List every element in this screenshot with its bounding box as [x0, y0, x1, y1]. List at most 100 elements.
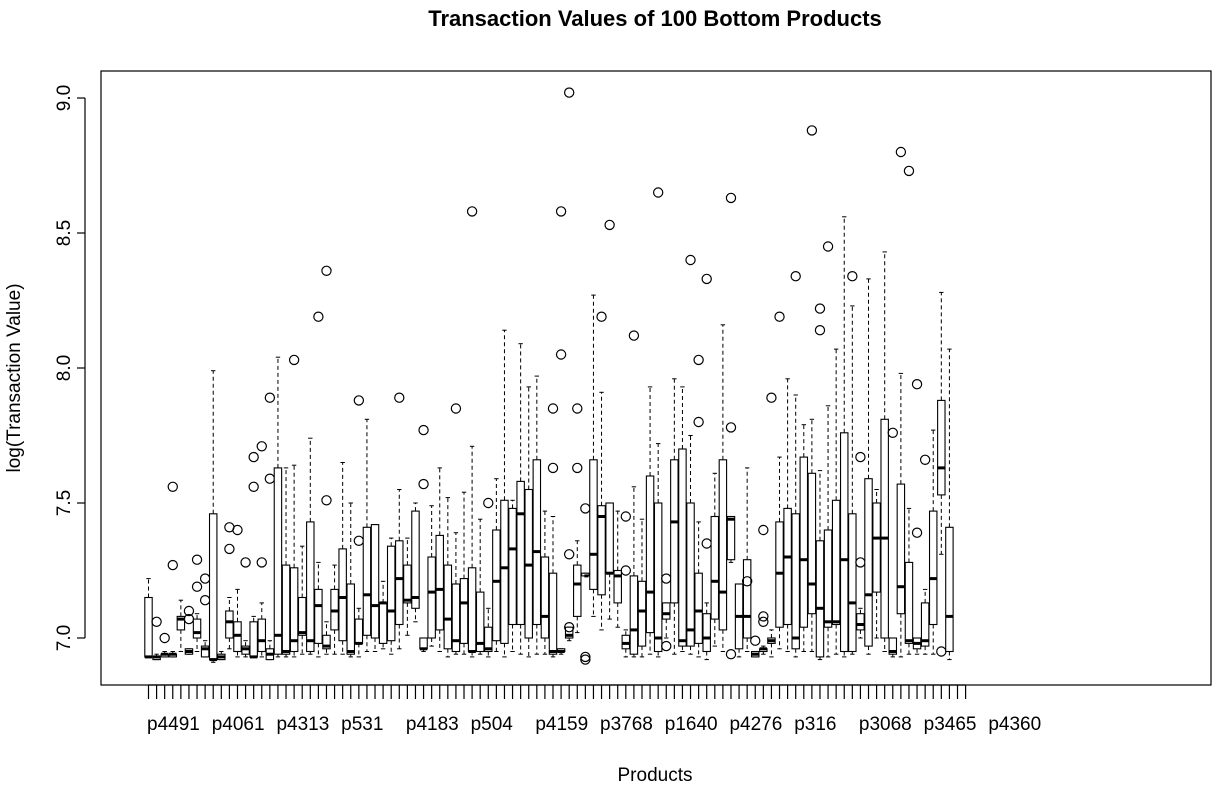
x-tick-label: p531 — [341, 714, 383, 735]
box — [555, 206, 567, 655]
box — [435, 467, 444, 652]
outlier-point — [652, 187, 664, 198]
box-rect — [564, 626, 574, 639]
outlier-point — [725, 649, 737, 660]
outlier-point — [199, 595, 211, 606]
box — [613, 510, 622, 628]
outlier-point — [167, 559, 178, 571]
box — [540, 510, 550, 655]
box-rect — [629, 575, 639, 655]
outlier-point — [620, 565, 632, 576]
box — [872, 489, 881, 639]
outlier-point — [911, 527, 923, 538]
box — [159, 632, 170, 658]
box-rect — [823, 529, 833, 628]
outlier-point — [725, 192, 737, 204]
outlier-point — [240, 557, 251, 568]
outlier-point — [774, 311, 785, 322]
outlier-point — [321, 265, 332, 276]
box — [516, 343, 525, 655]
box — [273, 356, 283, 658]
box — [264, 392, 276, 661]
box — [370, 524, 380, 652]
box-rect — [362, 526, 372, 636]
box-rect — [176, 615, 186, 631]
outlier-point — [248, 451, 259, 463]
box-rect — [597, 505, 606, 596]
box — [411, 502, 420, 623]
box-rect — [637, 580, 647, 647]
box-rect — [451, 583, 461, 653]
box — [144, 578, 153, 659]
box-rect — [338, 548, 347, 642]
box — [524, 386, 533, 658]
box-rect — [945, 526, 954, 653]
box-rect — [928, 510, 938, 626]
box-rect — [831, 499, 841, 626]
box-rect — [500, 499, 509, 644]
box-rect — [856, 613, 865, 631]
outlier-point — [248, 481, 259, 492]
x-tick-label: p3068 — [859, 714, 912, 735]
box-rect — [605, 502, 614, 574]
box — [864, 278, 873, 655]
box-rect — [783, 507, 792, 626]
box — [839, 216, 849, 658]
box — [191, 554, 203, 652]
outlier-point — [418, 478, 429, 490]
box-rect — [475, 591, 485, 653]
box-rect — [443, 564, 453, 650]
outlier-point — [847, 271, 858, 282]
box — [321, 265, 332, 655]
outlier-point — [232, 524, 243, 536]
box-rect — [435, 534, 444, 631]
box — [288, 354, 300, 658]
box — [710, 472, 720, 647]
outlier-point — [895, 146, 907, 158]
box-rect — [937, 399, 946, 496]
outlier-point — [661, 573, 672, 584]
box-rect — [370, 524, 380, 639]
box-rect — [815, 540, 825, 658]
outlier-point — [919, 454, 931, 465]
box-rect — [192, 618, 202, 639]
box — [652, 187, 664, 658]
x-tick-label: p4159 — [535, 714, 588, 735]
box-rect — [540, 556, 550, 639]
box — [306, 437, 315, 655]
box — [903, 165, 915, 655]
box — [790, 271, 801, 658]
outlier-point — [725, 422, 737, 433]
boxes — [144, 87, 954, 665]
box-rect — [144, 596, 153, 658]
outlier-point — [758, 524, 769, 536]
outlier-point — [604, 219, 615, 231]
outlier-point — [321, 495, 332, 506]
outlier-point — [911, 379, 923, 390]
outlier-point — [814, 303, 826, 314]
box — [232, 524, 243, 658]
box — [725, 192, 737, 660]
x-tick-label: p504 — [471, 714, 514, 735]
box-rect — [613, 569, 622, 604]
box-rect — [896, 483, 906, 615]
outlier-point — [151, 616, 162, 628]
box — [281, 467, 291, 658]
outlier-point — [887, 427, 898, 438]
x-tick-label: p3768 — [600, 714, 653, 735]
box — [167, 481, 178, 658]
box — [589, 294, 598, 617]
outlier-point — [822, 241, 834, 252]
box — [427, 505, 436, 647]
outlier-point — [353, 535, 365, 547]
box — [734, 583, 744, 658]
box — [637, 518, 647, 658]
box — [661, 573, 672, 652]
y-axis-label: log(Transaction Value) — [4, 283, 25, 472]
x-tick-label: p4491 — [147, 714, 200, 735]
box-rect — [516, 480, 525, 626]
outlier-point — [353, 395, 365, 406]
box-rect — [273, 467, 283, 655]
box — [547, 403, 559, 658]
box-rect — [467, 567, 477, 653]
